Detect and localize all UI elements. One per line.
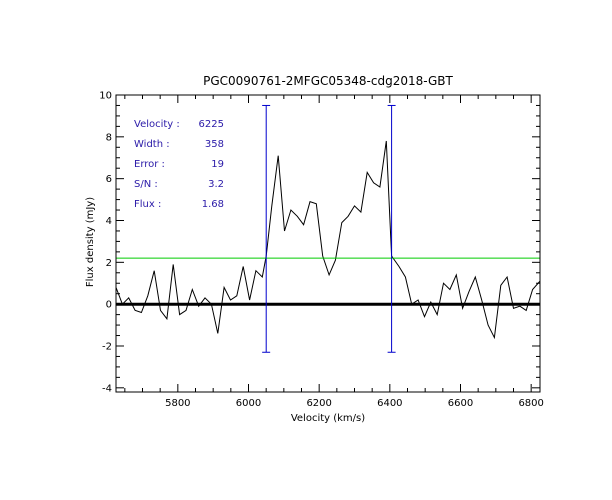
stat-value: 3.2 bbox=[208, 179, 224, 190]
x-axis-label: Velocity (km/s) bbox=[291, 413, 365, 424]
y-tick-label: 0 bbox=[106, 300, 112, 311]
y-axis-label: Flux density (mJy) bbox=[85, 197, 96, 287]
chart-title: PGC0090761-2MFGC05348-cdg2018-GBT bbox=[203, 74, 453, 88]
stat-value: 1.68 bbox=[202, 199, 224, 210]
plot-area bbox=[115, 94, 541, 393]
stats-annotations: Velocity : 6225 Width : 358 Error : 19 S/N : 3.… bbox=[134, 119, 224, 210]
x-tick-label: 6000 bbox=[236, 398, 261, 409]
stat-label: Error : bbox=[134, 159, 165, 170]
x-tick-label: 6200 bbox=[306, 398, 331, 409]
stat-label: Flux : bbox=[134, 199, 161, 210]
stat-value: 358 bbox=[205, 139, 224, 150]
stat-label: Width : bbox=[134, 139, 170, 150]
x-tick-label: 6600 bbox=[448, 398, 473, 409]
y-tick-label: -4 bbox=[102, 383, 112, 394]
plot-frame bbox=[115, 94, 541, 393]
y-tick-label: 2 bbox=[106, 258, 112, 269]
x-tick-label: 6800 bbox=[518, 398, 543, 409]
y-tick-label: 4 bbox=[106, 216, 112, 227]
axis-ticks: 5800 6000 6200 6400 6600 6800 -4 -2 0 2 4 6 8 10 bbox=[99, 91, 544, 410]
stat-value: 19 bbox=[211, 159, 224, 170]
y-tick-label: -2 bbox=[102, 341, 112, 352]
stat-label: S/N : bbox=[134, 179, 158, 190]
y-tick-label: 8 bbox=[106, 132, 112, 143]
x-tick-label: 5800 bbox=[165, 398, 190, 409]
y-tick-label: 10 bbox=[99, 91, 112, 102]
series-spectrum-0 bbox=[116, 140, 540, 340]
y-tick-label: 6 bbox=[106, 174, 112, 185]
stat-value: 6225 bbox=[199, 119, 224, 130]
stat-label: Velocity : bbox=[134, 119, 180, 130]
x-tick-label: 6400 bbox=[377, 398, 402, 409]
